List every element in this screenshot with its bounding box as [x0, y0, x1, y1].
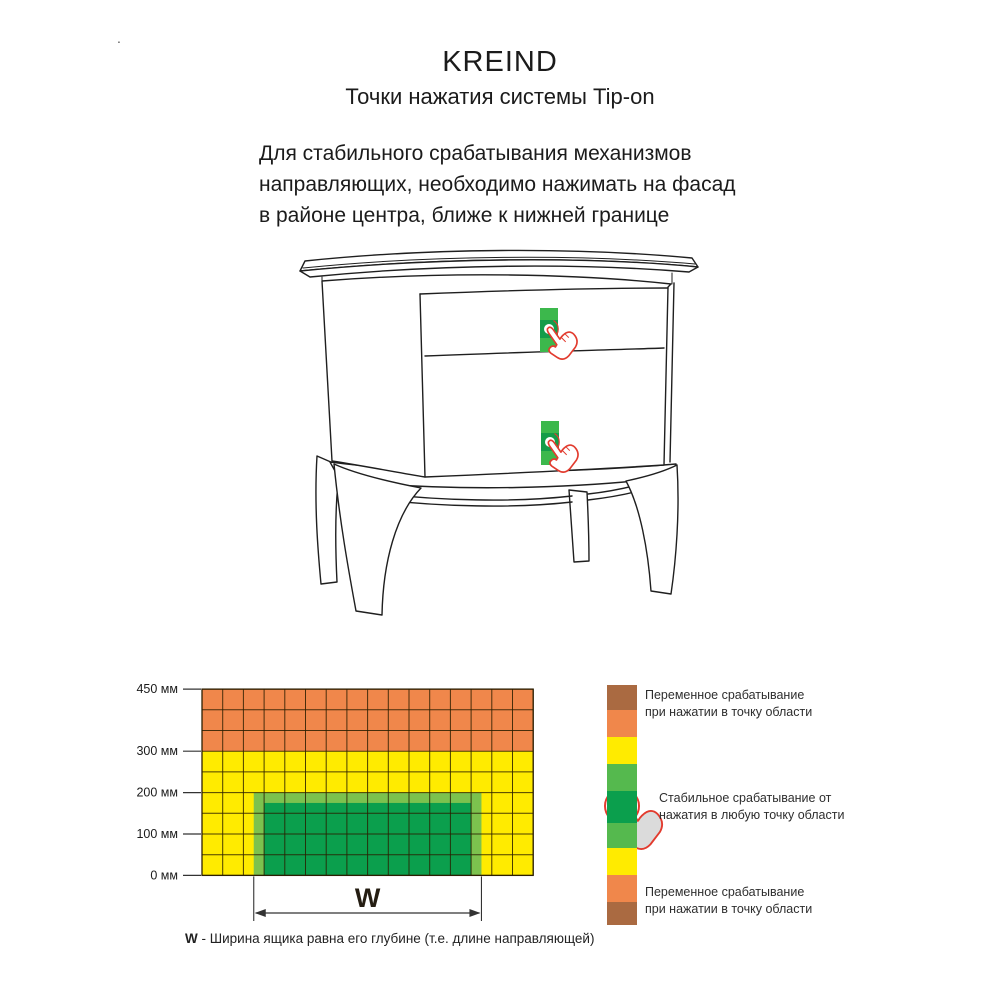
legend-bar-segment: [607, 902, 637, 925]
legend-bar-segment: [607, 685, 637, 710]
w-caption-bold: W: [185, 931, 198, 946]
legend-text-line: Стабильное срабатывание от: [659, 791, 832, 805]
cornice-band: [299, 259, 699, 278]
intro-line: направляющих, необходимо нажимать на фас…: [259, 173, 736, 196]
zone-stable-zone-core: [264, 802, 472, 876]
y-axis-tick-label: 0 мм: [150, 868, 178, 882]
cornice-joint-line: [321, 272, 673, 285]
carcass: [321, 274, 672, 478]
right-edge-line: [669, 282, 675, 463]
front-left-leg: [333, 463, 422, 616]
front-right-leg: [625, 464, 679, 595]
zone-intermediate-zone: [202, 751, 534, 876]
legend-bar-segment: [607, 710, 637, 737]
dim-arrowhead-right: [469, 909, 481, 917]
legend-bar-segment: [607, 764, 637, 791]
legend-item-stable: Стабильное срабатывание от нажатия в люб…: [659, 790, 844, 823]
y-axis-tick-label: 450 мм: [136, 682, 178, 696]
legend-item-variable-bottom: Переменное срабатывание при нажатии в то…: [645, 884, 812, 917]
legend-item-variable-top: Переменное срабатывание при нажатии в то…: [645, 687, 812, 720]
y-axis-tick-label: 300 мм: [136, 744, 178, 758]
legend-text-line: Переменное срабатывание: [645, 885, 805, 899]
intro-paragraph: Для стабильного срабатывания механизмов …: [259, 138, 736, 231]
w-dimension-label: W: [355, 883, 381, 913]
legend-bar-segment: [607, 823, 637, 848]
w-dimension-caption: W - Ширина ящика равна его глубине (т.е.…: [185, 931, 594, 946]
legend-text-line: Переменное срабатывание: [645, 688, 805, 702]
legend-bar-segment: [607, 737, 637, 764]
w-caption-text: - Ширина ящика равна его глубине (т.е. д…: [197, 931, 595, 946]
corner-mark: .: [117, 30, 121, 46]
drawer-top-edge: [419, 287, 669, 295]
nightstand-illustration: [299, 249, 699, 616]
grid-border: [201, 688, 534, 877]
dim-arrowhead-left: [254, 909, 266, 917]
zone-variable-zone-top: [202, 689, 534, 752]
back-right-leg: [568, 489, 590, 563]
zone-stable-zone-outer: [253, 792, 482, 876]
legend-bar-segment: [607, 791, 637, 823]
front-left-stile: [419, 293, 426, 478]
page-title: KREIND: [442, 46, 558, 78]
legend-text-line: при нажатии в точку области: [645, 901, 813, 916]
legend-text-line: нажатия в любую точку области: [659, 807, 845, 822]
y-axis-tick-label: 200 мм: [136, 786, 178, 800]
y-axis-tick-label: 100 мм: [136, 827, 178, 841]
legend-color-bar: [607, 685, 637, 925]
legend-bar-segment: [607, 875, 637, 902]
intro-line: Для стабильного срабатывания механизмов: [259, 142, 692, 165]
legend-text-line: при нажатии в точку области: [645, 704, 813, 719]
top-molding-line: [302, 256, 696, 269]
page-subtitle: Точки нажатия системы Tip-on: [345, 84, 655, 109]
legend-bar-segment: [607, 848, 637, 875]
intro-line: в районе центра, ближе к нижней границе: [259, 204, 670, 227]
